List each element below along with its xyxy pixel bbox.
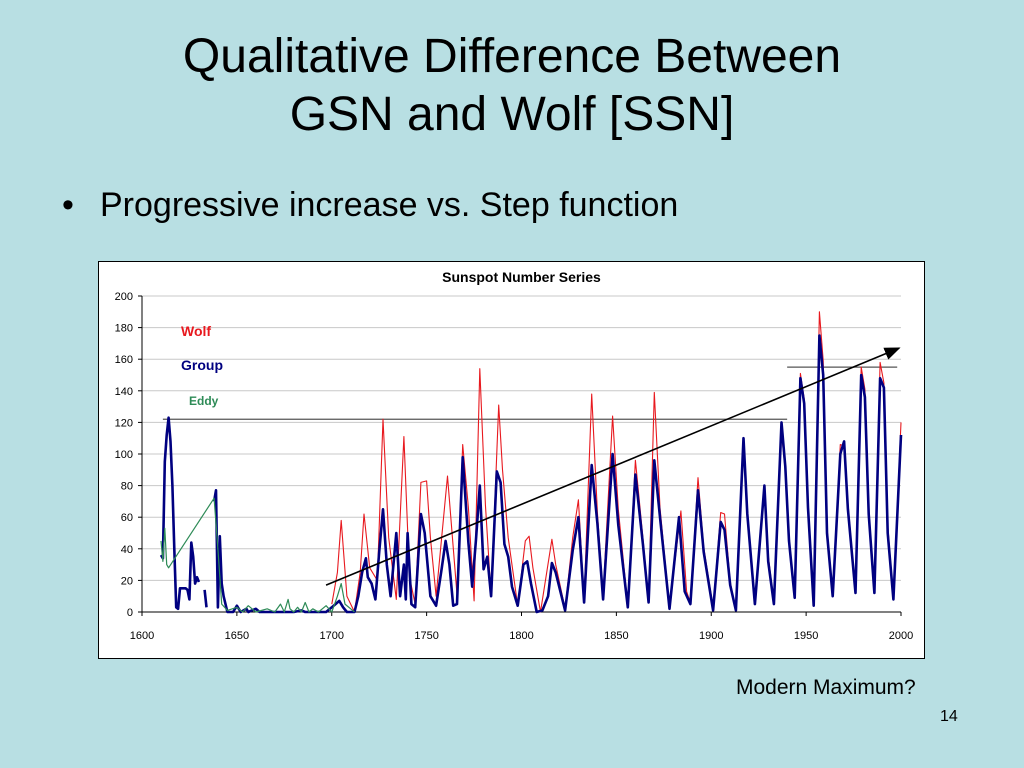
- x-tick-label: 1850: [604, 630, 628, 642]
- legend-group: Group: [181, 357, 223, 373]
- y-tick-label: 80: [121, 481, 133, 493]
- x-tick-label: 1900: [699, 630, 723, 642]
- y-tick-label: 60: [121, 512, 133, 524]
- x-tick-label: 2000: [889, 630, 913, 642]
- x-tick-label: 1700: [320, 630, 344, 642]
- slide-title-line1: Qualitative Difference Between: [182, 30, 842, 83]
- caption: Modern Maximum?: [736, 676, 916, 699]
- y-tick-label: 0: [127, 607, 133, 619]
- eddy-series-line: [160, 497, 355, 613]
- legend-eddy: Eddy: [189, 394, 219, 408]
- chart-title: Sunspot Number Series: [442, 269, 601, 285]
- chart-container: Sunspot Number Series 0 20 40 60 80 100 120 140 1…: [98, 261, 925, 659]
- trend-arrow: [325, 347, 901, 586]
- y-tick-label: 120: [115, 417, 133, 429]
- slide-title: Qualitative Difference Between GSN and W…: [0, 28, 1024, 144]
- bullet-item: • Progressive increase vs. Step function: [62, 186, 678, 225]
- x-tick-label: 1800: [509, 630, 533, 642]
- y-tick-label: 160: [115, 354, 133, 366]
- y-tick-label: 140: [115, 386, 133, 398]
- group-series-line: [212, 334, 903, 614]
- y-tick-label: 40: [121, 544, 133, 556]
- bullet-text: Progressive increase vs. Step function: [100, 186, 679, 224]
- x-tick-label: 1600: [130, 630, 154, 642]
- group-series-line: [159, 416, 201, 611]
- y-tick-label: 180: [115, 323, 133, 335]
- slide-title-line2: GSN and Wolf [SSN]: [289, 88, 735, 141]
- group-series-line: [203, 589, 208, 608]
- sunspot-chart: Sunspot Number Series 0 20 40 60 80 100 120 140 1…: [115, 269, 914, 642]
- legend-wolf: Wolf: [181, 323, 211, 339]
- y-tick-label: 200: [115, 291, 133, 303]
- x-tick-label: 1750: [414, 630, 438, 642]
- x-tick-label: 1950: [794, 630, 818, 642]
- bullet-dot: •: [62, 186, 74, 224]
- x-tick-label: 1650: [225, 630, 249, 642]
- y-tick-label: 20: [121, 575, 133, 587]
- page-number: 14: [940, 708, 958, 725]
- y-tick-label: 100: [115, 449, 133, 461]
